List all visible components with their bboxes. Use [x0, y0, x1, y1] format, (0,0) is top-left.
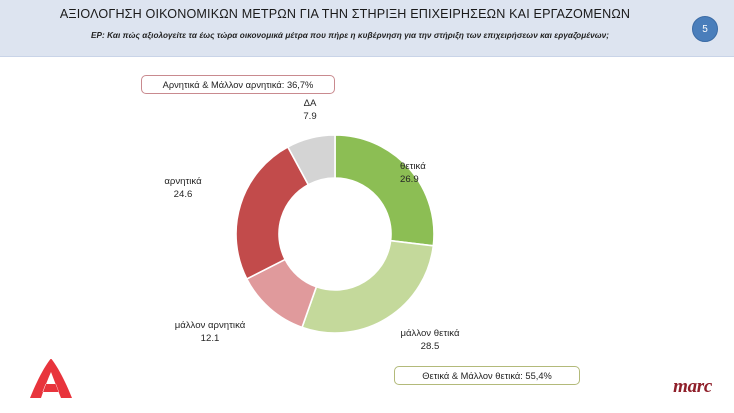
slice-label-da-name: ΔΑ [303, 98, 317, 109]
slice-label-mallon-arnitika: μάλλον αρνητικά 12.1 [152, 319, 268, 345]
slice-label-thetika-name: θετικά [400, 161, 426, 172]
callout-negative-total: Αρνητικά & Μάλλον αρνητικά: 36,7% [141, 75, 335, 94]
donut-chart [235, 134, 435, 334]
slice-label-thetika: θετικά 26.9 [400, 160, 490, 186]
slice-label-arnitika: αρνητικά 24.6 [138, 175, 228, 201]
page-number-badge: 5 [692, 16, 718, 42]
donut-slice [301, 239, 435, 334]
chart-area: ΔΑ 7.9 θετικά 26.9 μάλλον θετικά 28.5 μά… [0, 57, 734, 413]
donut-slice [334, 134, 435, 247]
slice-label-mallon-arnitika-value: 12.1 [200, 333, 220, 344]
slice-label-arnitika-value: 24.6 [173, 189, 193, 200]
donut-slice [235, 145, 310, 281]
slice-label-arnitika-name: αρνητικά [164, 176, 202, 187]
page-title: ΑΞΙΟΛΟΓΗΣΗ ΟΙΚΟΝΟΜΙΚΩΝ ΜΕΤΡΩΝ ΓΙΑ ΤΗΝ ΣΤ… [59, 7, 631, 21]
marc-logo: marc [673, 376, 712, 397]
slice-label-mallon-arnitika-name: μάλλον αρνητικά [174, 320, 246, 331]
slice-label-mallon-thetika-value: 28.5 [420, 341, 440, 352]
callout-positive-total: Θετικά & Μάλλον θετικά: 55,4% [394, 366, 580, 385]
donut-slice [286, 134, 336, 186]
slice-label-da: ΔΑ 7.9 [275, 97, 345, 123]
page-subtitle: ΕΡ: Και πώς αξιολογείτε τα έως τώρα οικο… [90, 31, 610, 40]
slice-label-mallon-thetika-name: μάλλον θετικά [400, 328, 460, 339]
slice-label-da-value: 7.9 [303, 111, 317, 122]
alpha-tv-logo-icon [30, 359, 72, 398]
slide-header: ΑΞΙΟΛΟΓΗΣΗ ΟΙΚΟΝΟΜΙΚΩΝ ΜΕΤΡΩΝ ΓΙΑ ΤΗΝ ΣΤ… [0, 0, 734, 57]
slice-label-thetika-value: 26.9 [400, 174, 419, 185]
slice-label-mallon-thetika: μάλλον θετικά 28.5 [372, 327, 488, 353]
